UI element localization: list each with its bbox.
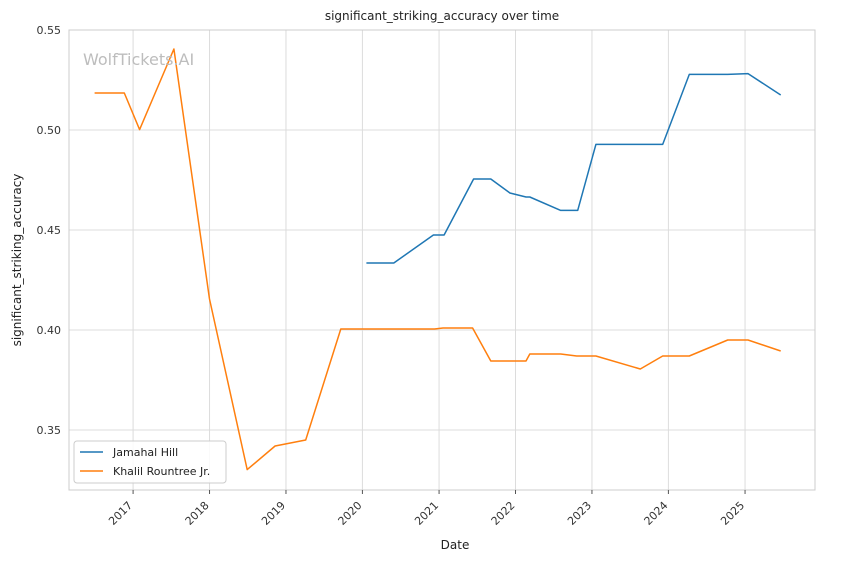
- chart-title: significant_striking_accuracy over time: [325, 9, 559, 23]
- x-tick-label: 2018: [183, 499, 212, 528]
- y-tick-label: 0.50: [37, 124, 62, 137]
- plot-area: [69, 30, 815, 490]
- legend-label-jamahal-hill: Jamahal Hill: [112, 446, 178, 459]
- y-axis-ticks: 0.35 0.40 0.45 0.50 0.55: [37, 24, 62, 437]
- series-lines: [94, 48, 782, 471]
- watermark: WolfTickets.AI: [83, 50, 194, 69]
- legend-label-khalil-rountree-jr: Khalil Rountree Jr.: [113, 465, 210, 478]
- y-tick-label: 0.35: [37, 424, 62, 437]
- x-tick-label: 2022: [489, 499, 518, 528]
- x-tick-label: 2023: [565, 499, 594, 528]
- series-line-1: [94, 48, 781, 471]
- x-tick-label: 2024: [642, 499, 671, 528]
- series-line-0: [366, 72, 782, 264]
- x-axis-ticks: 2017 2018 2019 2020 2021 2022 2023 2024 2025: [106, 490, 747, 528]
- legend: Jamahal Hill Khalil Rountree Jr.: [73, 440, 227, 484]
- legend-box: [73, 440, 227, 484]
- gridlines: [69, 29, 815, 490]
- x-axis-title: Date: [441, 538, 470, 552]
- y-axis-title: significant_striking_accuracy: [10, 174, 24, 347]
- x-tick-label: 2020: [336, 499, 365, 528]
- plot-frame: [68, 29, 816, 491]
- x-tick-label: 2025: [718, 499, 747, 528]
- y-tick-label: 0.55: [37, 24, 62, 37]
- x-tick-label: 2019: [259, 499, 288, 528]
- y-tick-label: 0.45: [37, 224, 62, 237]
- x-tick-label: 2017: [106, 499, 135, 528]
- x-tick-label: 2021: [412, 499, 441, 528]
- y-tick-label: 0.40: [37, 324, 62, 337]
